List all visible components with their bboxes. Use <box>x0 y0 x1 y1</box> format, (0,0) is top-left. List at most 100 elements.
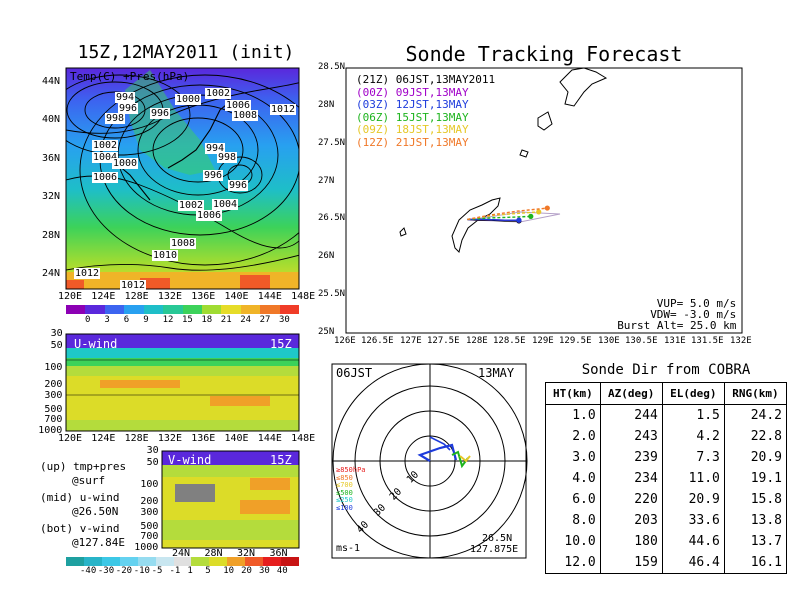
map-x-tick: 120E <box>58 291 83 302</box>
track-x-tick: 127.5E <box>427 336 460 346</box>
isobar-label: 1012 <box>120 280 147 291</box>
polar-lon: 127.875E <box>470 544 519 555</box>
wind-colorbar-swatch <box>245 557 264 566</box>
temp-colorbar-tick: 3 <box>104 315 110 325</box>
track-legend-entry: (21Z) 06JST,13MAY2011 <box>356 73 496 86</box>
temp-colorbar-swatch <box>260 305 280 314</box>
wind-colorbar-tick: 30 <box>259 566 270 576</box>
isobar-label: 1004 <box>92 152 119 163</box>
uwind-label: U-wind <box>74 337 118 351</box>
cobra-cell: 16.1 <box>723 552 788 574</box>
polar-time-label: 06JST <box>336 366 373 380</box>
cobra-body: 1.0 244 1.5 24.2 2.0 243 4.2 22.8 3.0 239 7.3 20.9 4… <box>545 404 788 574</box>
track-x-tick: 131E <box>664 336 686 346</box>
temp-colorbar-tick: 6 <box>123 315 130 325</box>
isobar-label: 994 <box>115 92 136 103</box>
vwind-y-tick: 30 <box>146 445 159 456</box>
vwind-x-tick: 32N <box>237 548 256 559</box>
notes-bot-level: @127.84E <box>72 536 125 549</box>
isobar-label: 994 <box>205 143 226 154</box>
wind-colorbar-tick: 20 <box>241 566 252 576</box>
isobar-label: 1006 <box>196 210 223 221</box>
cobra-cell: 44.6 <box>661 531 725 552</box>
polar-plot <box>331 363 528 559</box>
temp-colorbar-swatch <box>143 305 164 314</box>
track-x-tick: 130E <box>598 336 620 346</box>
wind-colorbar-swatch <box>173 557 192 566</box>
uwind-y-tick: 1000 <box>38 425 63 436</box>
cobra-cell: 180 <box>599 531 663 552</box>
vwind-y-tick: 200 <box>140 496 159 507</box>
vwind-label: V-wind <box>168 453 212 467</box>
track-y-tick: 27.5N <box>318 137 346 148</box>
polar-legend-entry: ≤850 <box>336 473 353 482</box>
vwind-y-tick: 300 <box>140 507 159 518</box>
uwind-x-tick: 124E <box>91 433 116 444</box>
track-y-tick: 25N <box>318 327 335 337</box>
cobra-header-cell: AZ(deg) <box>599 382 663 405</box>
cobra-cell: 10.0 <box>545 531 601 552</box>
table-row: 1.0 244 1.5 24.2 <box>545 404 788 426</box>
track-x-tick: 128.5E <box>493 336 526 346</box>
notes-mid-level: @26.50N <box>72 505 119 518</box>
table-row: 12.0 159 46.4 16.1 <box>545 552 788 574</box>
temp-colorbar-swatch <box>279 305 300 314</box>
isobar-label: 996 <box>118 103 139 114</box>
isobar-label: 1000 <box>175 94 202 105</box>
track-x-tick: 126.5E <box>361 336 394 346</box>
cobra-cell: 4.0 <box>545 468 601 489</box>
isobar-label: 996 <box>203 170 224 181</box>
cobra-cell: 2.0 <box>545 426 601 447</box>
uwind-cross-section <box>65 333 300 432</box>
temp-colorbar-swatch <box>240 305 261 314</box>
track-x-tick: 128E <box>466 336 488 346</box>
map-y-tick: 44N <box>42 75 61 87</box>
left-panel-title: 15Z,12MAY2011 (init) <box>77 42 295 63</box>
notes-bot: (bot) v-wind <box>40 522 120 535</box>
isobar-label: 1006 <box>225 100 252 111</box>
uwind-x-tick: 132E <box>157 433 182 444</box>
cobra-cell: 15.8 <box>723 489 788 510</box>
track-legend-entry: (12Z) 21JST,13MAY <box>356 135 469 149</box>
wind-colorbar-swatch <box>209 557 228 566</box>
wind-colorbar-tick: -20 <box>115 566 133 576</box>
track-y-tick: 28N <box>318 99 335 110</box>
map-panel-label: Temp(C) +Pres(hPa) <box>70 70 190 83</box>
map-x-tick: 148E <box>291 291 316 302</box>
map-y-tick: 40N <box>42 114 61 125</box>
isobar-label: 996 <box>228 180 249 191</box>
temperature-colorbar <box>66 305 300 314</box>
table-row: 3.0 239 7.3 20.9 <box>545 447 788 468</box>
wind-colorbar-swatch <box>155 557 174 566</box>
cobra-cell: 3.0 <box>545 447 601 468</box>
vwind-x-tick: 24N <box>172 548 191 559</box>
notes-up-level: @surf <box>72 474 106 487</box>
cobra-cell: 239 <box>599 447 663 468</box>
cobra-cell: 4.2 <box>661 426 725 447</box>
isobar-label: 996 <box>150 108 171 119</box>
notes-mid: (mid) u-wind <box>40 491 120 504</box>
wind-colorbar-swatch <box>137 557 156 566</box>
cobra-title: Sonde Dir from COBRA <box>581 362 751 378</box>
wind-colorbar-tick: -30 <box>97 566 115 576</box>
uwind-x-tick: 148E <box>291 433 316 444</box>
table-row: 6.0 220 20.9 15.8 <box>545 489 788 510</box>
vwind-y-tick: 100 <box>140 479 159 490</box>
track-x-tick: 129E <box>532 336 554 346</box>
temp-colorbar-swatch <box>182 305 202 314</box>
cobra-cell: 159 <box>599 552 663 574</box>
map-y-tick: 28N <box>42 229 61 241</box>
track-x-tick: 132E <box>730 336 752 346</box>
isobar-label: 1002 <box>205 88 232 99</box>
cobra-header-row: HT(km) AZ(deg) EL(deg) RNG(km) <box>545 382 788 405</box>
isobar-label: 1000 <box>112 158 139 169</box>
wind-colorbar-swatch <box>263 557 282 566</box>
track-param: VUP= 5.0 m/s <box>656 297 737 310</box>
wind-colorbar-tick: -5 <box>151 566 163 576</box>
uwind-x-tick: 140E <box>224 433 249 444</box>
map-y-tick: 36N <box>42 152 61 164</box>
isobar-label: 998 <box>105 113 126 124</box>
isobar-label: 1010 <box>152 250 179 261</box>
track-y-tick: 26.5N <box>318 213 346 224</box>
vwind-x-tick: 36N <box>269 548 288 559</box>
